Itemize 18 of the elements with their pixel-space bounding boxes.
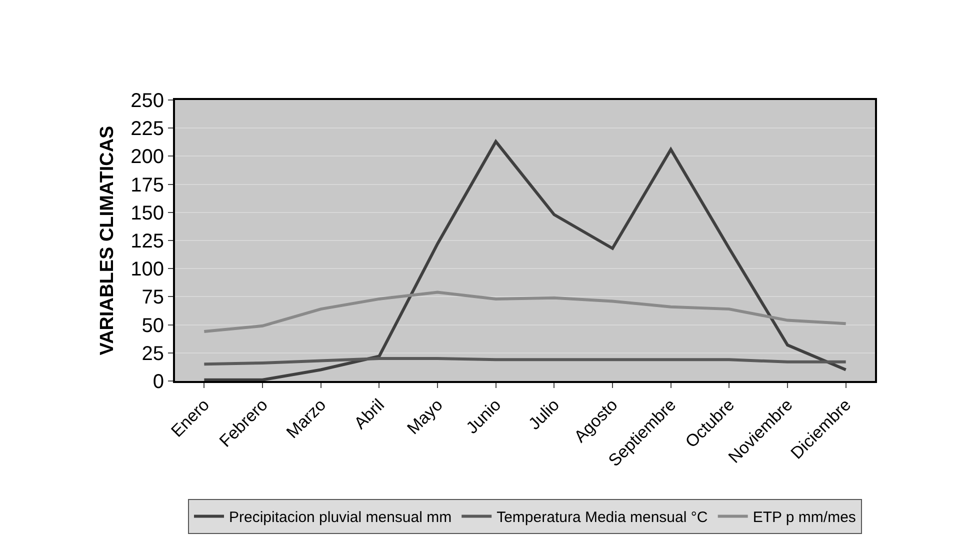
legend-label: Temperatura Media mensual °C	[496, 509, 708, 526]
y-tick-label: 225	[130, 118, 164, 140]
y-tick-label: 75	[142, 286, 164, 309]
y-tick-label: 175	[130, 174, 164, 196]
x-tick-label: Julio	[524, 395, 564, 434]
y-tick-label: 100	[130, 258, 164, 281]
line-series	[202, 140, 848, 381]
legend-label: ETP p mm/mes	[752, 509, 856, 526]
y-tick-label: 25	[142, 342, 164, 365]
y-tick-label: 250	[130, 90, 164, 112]
y-tick-label: 150	[130, 202, 164, 224]
y-axis-title: VARIABLES CLIMATICAS	[96, 126, 118, 356]
y-tick-label: 200	[130, 146, 164, 168]
legend-label: Precipitacion pluvial mensual mm	[229, 509, 452, 526]
y-tick-label: 0	[152, 371, 164, 393]
y-tick-label: 50	[142, 314, 164, 337]
y-tick-label: 125	[130, 230, 164, 252]
line-series	[202, 290, 848, 334]
